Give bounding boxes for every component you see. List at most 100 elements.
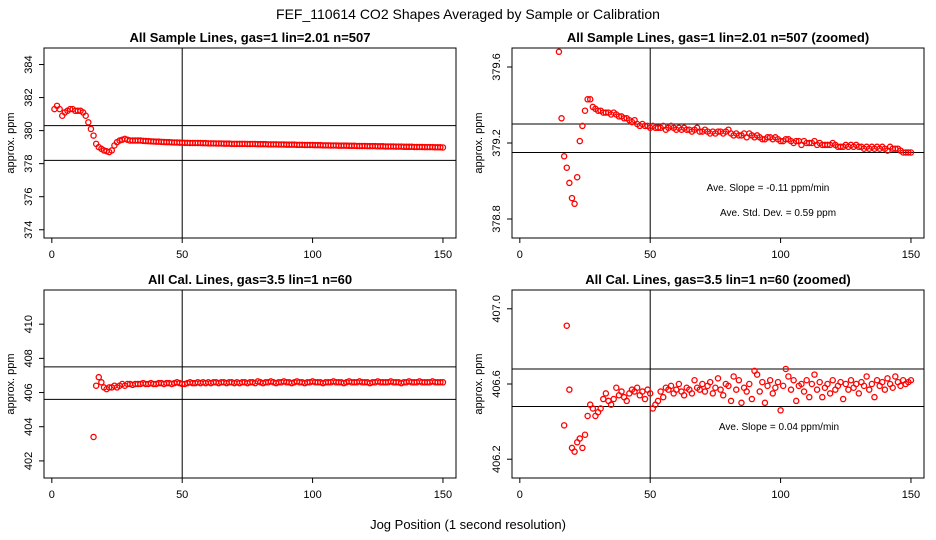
data-point [654, 397, 662, 405]
data-point [646, 390, 654, 397]
y-axis-label: approx. ppm [5, 353, 17, 414]
data-point [82, 112, 89, 119]
data-point [905, 149, 912, 156]
data-point [602, 390, 610, 397]
x-tick-label: 100 [771, 489, 789, 501]
data-point [623, 397, 630, 405]
y-axis-label: approx. ppm [5, 112, 17, 173]
x-tick-label: 0 [49, 489, 55, 501]
data-point [764, 382, 771, 390]
data-point [566, 179, 573, 187]
data-point [746, 380, 753, 388]
data-point [675, 380, 683, 388]
data-point [868, 380, 876, 388]
y-tick-label: 378 [23, 154, 35, 172]
panel-title: All Cal. Lines, gas=3.5 lin=1 n=60 [148, 272, 352, 287]
y-tick-label: 410 [23, 315, 35, 333]
y-tick-label: 378.8 [491, 205, 503, 233]
data-point [852, 380, 860, 388]
y-tick-label: 384 [23, 55, 35, 73]
y-tick-label: 406 [23, 383, 35, 401]
data-point [881, 386, 889, 393]
data-point [576, 137, 584, 145]
slope-annotation: Ave. Std. Dev. = 0.59 ppm [720, 208, 836, 219]
data-point [618, 388, 625, 395]
x-tick-label: 0 [517, 489, 523, 501]
data-point [819, 393, 826, 401]
data-point [680, 392, 688, 399]
x-tick-label: 150 [902, 489, 920, 501]
data-point [753, 371, 761, 378]
data-point [719, 392, 727, 399]
data-point [730, 373, 737, 380]
data-point [889, 384, 896, 392]
x-tick-label: 100 [771, 249, 789, 261]
figure-title: FEF_110614 CO2 Shapes Averaged by Sample… [276, 6, 660, 22]
data-point [772, 384, 779, 392]
data-point [579, 122, 586, 130]
data-point [584, 96, 591, 103]
data-point [563, 322, 571, 329]
plot-frame [511, 47, 925, 239]
data-point [779, 382, 787, 390]
y-tick-label: 380 [23, 121, 35, 139]
data-point [777, 407, 784, 414]
data-point [759, 378, 766, 386]
data-point [756, 388, 763, 395]
data-point [607, 401, 615, 408]
data-point [691, 376, 698, 384]
data-point [573, 173, 581, 181]
data-point [566, 386, 573, 393]
data-point [766, 376, 774, 384]
x-tick-label: 150 [434, 489, 452, 501]
data-point [824, 380, 831, 388]
data-point [437, 379, 444, 386]
data-point [90, 132, 97, 139]
data-point [842, 380, 850, 388]
data-point [560, 153, 568, 160]
data-point [837, 378, 844, 386]
data-point [884, 375, 891, 382]
data-point [769, 390, 777, 397]
data-point [792, 397, 800, 405]
y-tick-label: 374 [23, 221, 35, 239]
data-point [555, 48, 563, 56]
data-point [863, 373, 870, 380]
data-point [727, 397, 735, 405]
data-point [782, 365, 790, 373]
data-point [558, 115, 565, 122]
data-point [829, 376, 836, 384]
data-point [714, 375, 722, 382]
data-point [813, 386, 821, 393]
x-tick-label: 150 [434, 249, 452, 261]
panel-title: All Cal. Lines, gas=3.5 lin=1 n=60 (zoom… [585, 272, 851, 287]
data-point [706, 378, 714, 386]
data-point [855, 390, 863, 397]
data-point [808, 380, 816, 388]
x-tick-label: 0 [517, 249, 523, 261]
data-point [845, 386, 852, 393]
data-point [560, 422, 568, 429]
data-point [879, 378, 886, 386]
panel-title: All Sample Lines, gas=1 lin=2.01 n=507 [130, 30, 371, 45]
data-point [811, 371, 818, 378]
data-point [108, 147, 116, 154]
data-point [907, 376, 915, 384]
panel-sample-lines: All Sample Lines, gas=1 lin=2.01 n=507 0 5… [5, 30, 457, 261]
data-point [792, 137, 800, 145]
y-tick-label: 406.6 [491, 370, 503, 398]
y-tick-label: 379.2 [491, 129, 503, 157]
data-point [860, 382, 868, 390]
data-point [584, 412, 591, 420]
panel-cal-lines-zoomed: All Cal. Lines, gas=3.5 lin=1 n=60 (zoom… [473, 272, 925, 501]
data-point [439, 379, 447, 386]
data-point [748, 395, 756, 403]
data-point [785, 373, 792, 380]
data-point [87, 125, 95, 133]
data-point [709, 390, 717, 397]
y-tick-label: 382 [23, 88, 35, 106]
data-point [743, 388, 750, 395]
x-tick-label: 150 [902, 249, 920, 261]
data-point [699, 380, 706, 388]
data-point [865, 386, 873, 393]
